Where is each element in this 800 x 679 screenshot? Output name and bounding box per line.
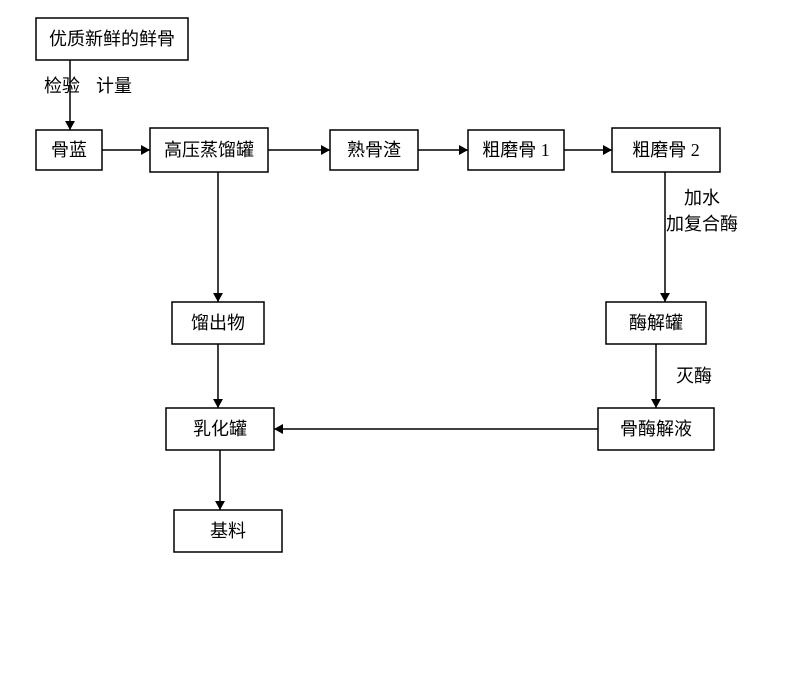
edge-e1: 检验计量 [44, 60, 132, 130]
arrowhead-icon [274, 424, 283, 434]
node-n_enztank: 酶解罐 [606, 302, 706, 344]
node-n_base: 基料 [174, 510, 282, 552]
node-label: 馏出物 [191, 313, 245, 333]
arrowhead-icon [213, 399, 223, 408]
node-label: 熟骨渣 [347, 140, 401, 160]
node-n_fresh: 优质新鲜的鲜骨 [36, 18, 188, 60]
node-n_grind2: 粗磨骨 2 [612, 128, 720, 172]
edge-e6 [213, 172, 223, 302]
edge-e10 [274, 424, 598, 434]
node-label: 基料 [210, 521, 246, 541]
edge-e3 [268, 145, 330, 155]
edge-label: 加复合酶 [666, 214, 738, 234]
arrowhead-icon [213, 293, 223, 302]
node-n_grind1: 粗磨骨 1 [468, 130, 564, 170]
edge-label: 加水 [684, 188, 720, 208]
edge-e9: 灭酶 [651, 344, 712, 408]
node-n_basket: 骨蓝 [36, 130, 102, 170]
arrowhead-icon [459, 145, 468, 155]
node-label: 优质新鲜的鲜骨 [49, 29, 175, 49]
node-n_enzliq: 骨酶解液 [598, 408, 714, 450]
edge-e11 [215, 450, 225, 510]
node-label: 酶解罐 [629, 313, 683, 333]
arrowhead-icon [651, 399, 661, 408]
arrowhead-icon [321, 145, 330, 155]
arrowhead-icon [603, 145, 612, 155]
arrowhead-icon [141, 145, 150, 155]
node-n_distill: 馏出物 [172, 302, 264, 344]
edge-label: 灭酶 [676, 366, 712, 386]
arrowhead-icon [215, 501, 225, 510]
node-n_retort: 高压蒸馏罐 [150, 128, 268, 172]
node-label: 骨蓝 [51, 140, 87, 160]
edge-e5 [564, 145, 612, 155]
arrowhead-icon [660, 293, 670, 302]
edge-label: 计量 [96, 76, 132, 96]
node-label: 高压蒸馏罐 [164, 140, 254, 160]
edge-e4 [418, 145, 468, 155]
edge-e2 [102, 145, 150, 155]
node-label: 骨酶解液 [620, 419, 692, 439]
edge-e7: 加水加复合酶 [660, 172, 738, 302]
edge-e8 [213, 344, 223, 408]
node-label: 粗磨骨 1 [482, 140, 550, 160]
arrowhead-icon [65, 121, 75, 130]
node-label: 乳化罐 [193, 419, 247, 439]
edge-label: 检验 [44, 76, 80, 96]
node-n_emul: 乳化罐 [166, 408, 274, 450]
node-label: 粗磨骨 2 [632, 140, 700, 160]
node-n_cooked: 熟骨渣 [330, 130, 418, 170]
